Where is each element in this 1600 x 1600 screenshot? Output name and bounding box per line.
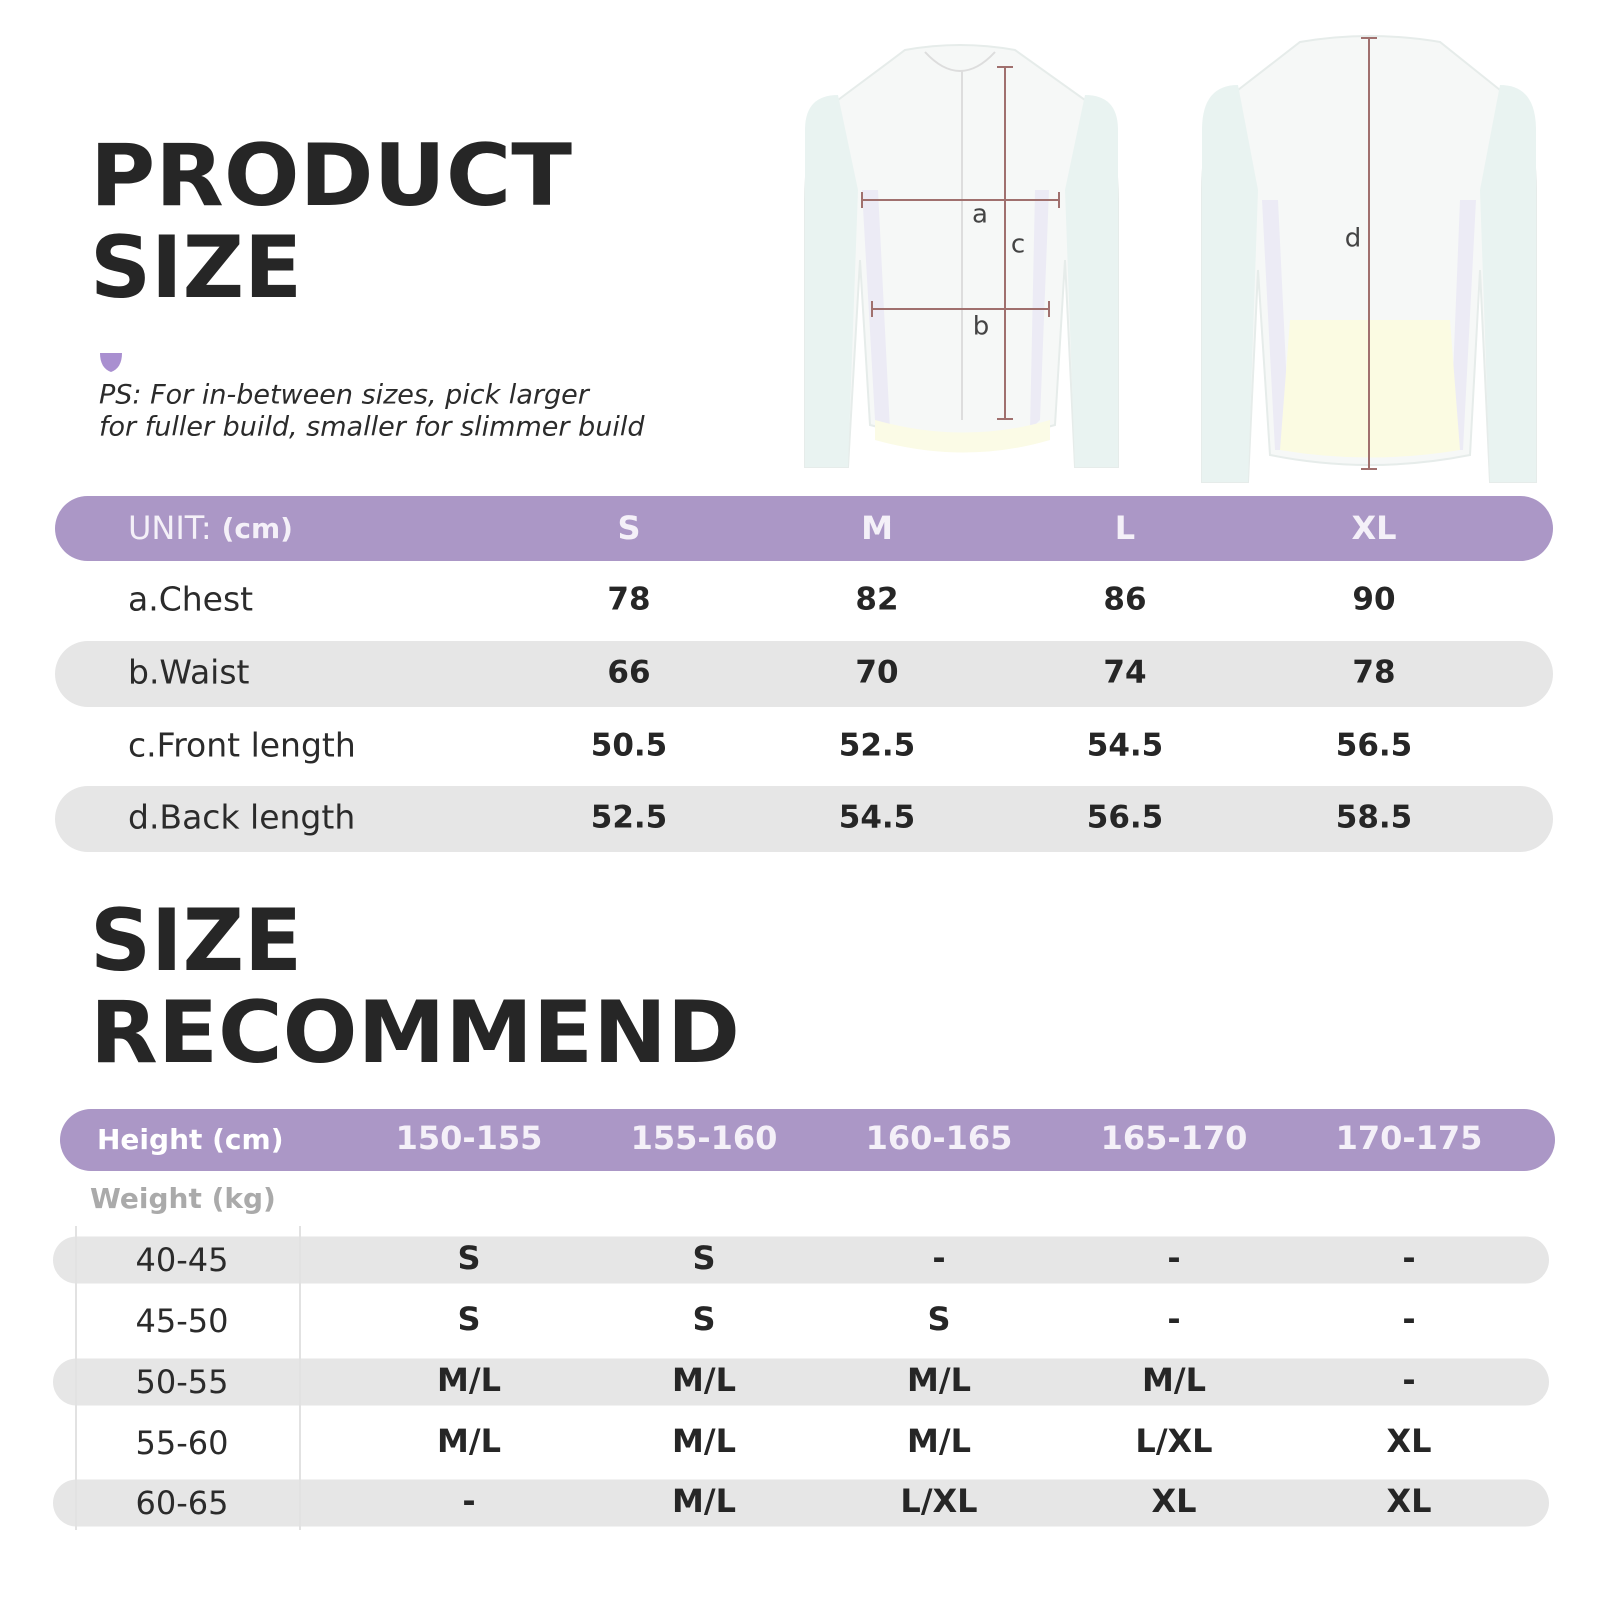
height-header: 165-170 [1101, 1119, 1248, 1157]
size-cell: S [457, 1239, 480, 1277]
note-icon [100, 353, 122, 372]
height-header: 160-165 [866, 1119, 1013, 1157]
size-value: 54.5 [839, 800, 916, 836]
size-value: 58.5 [1336, 800, 1413, 836]
measure-label: c [1011, 230, 1025, 260]
size-header: M [861, 509, 893, 547]
size-cell: L/XL [900, 1482, 977, 1520]
weight-label: Weight (kg) [90, 1182, 276, 1215]
row-label: c.Front length [128, 726, 356, 765]
size-header: L [1115, 509, 1135, 547]
size-cell: - [462, 1482, 475, 1520]
height-header: 150-155 [396, 1119, 543, 1157]
header-bar [60, 1109, 1555, 1171]
size-cell: S [692, 1239, 715, 1277]
size-value: 74 [1103, 655, 1146, 691]
tables: UNIT: (cm) S M L XL a.Chest 78 82 86 90 b.Waist 66 70… [53, 496, 1555, 1530]
size-cell: M/L [907, 1361, 971, 1399]
size-cell: M/L [1142, 1361, 1206, 1399]
size-cell: - [1167, 1300, 1180, 1338]
weight-value: 60-65 [136, 1484, 229, 1522]
row-band [55, 641, 1553, 707]
measure-lines [861, 37, 1377, 470]
size-header: XL [1351, 509, 1396, 547]
size-cell: XL [1386, 1422, 1431, 1460]
row-band [53, 1358, 1549, 1406]
size-cell: XL [1386, 1482, 1431, 1520]
size-cell: L/XL [1135, 1422, 1212, 1460]
unit-header: UNIT: (cm) [128, 509, 293, 547]
size-cell: - [1402, 1361, 1415, 1399]
measure-label: a [972, 200, 988, 230]
size-value: 90 [1352, 582, 1395, 618]
size-cell: M/L [437, 1361, 501, 1399]
height-header: 170-175 [1336, 1119, 1483, 1157]
measure-label: d [1345, 224, 1362, 254]
weight-value: 50-55 [136, 1363, 229, 1401]
height-header: 155-160 [631, 1119, 778, 1157]
size-cell: - [1402, 1300, 1415, 1338]
row-band [53, 1479, 1549, 1527]
size-cell: - [1402, 1239, 1415, 1277]
weight-value: 40-45 [136, 1241, 229, 1279]
size-value: 82 [855, 582, 898, 618]
note-line: PS: For in-between sizes, pick larger [99, 380, 591, 411]
weight-value: 45-50 [136, 1302, 229, 1340]
section-title: SIZE [90, 218, 302, 318]
size-cell: M/L [672, 1482, 736, 1520]
note-line: for fuller build, smaller for slimmer bu… [99, 412, 645, 443]
size-cell: M/L [672, 1422, 736, 1460]
section-title: SIZE [90, 891, 302, 991]
measure-label: b [973, 312, 990, 342]
height-label: Height (cm) [97, 1123, 284, 1156]
size-cell: - [932, 1239, 945, 1277]
size-cell: XL [1151, 1482, 1196, 1520]
row-label: b.Waist [128, 653, 250, 692]
row-label: a.Chest [128, 580, 253, 619]
size-cell: - [1167, 1239, 1180, 1277]
size-value: 54.5 [1087, 728, 1164, 764]
front-jersey [804, 44, 1119, 468]
size-value: 52.5 [591, 800, 668, 836]
size-cell: M/L [672, 1361, 736, 1399]
header-bar [55, 496, 1553, 561]
size-value: 78 [1352, 655, 1395, 691]
row-label: d.Back length [128, 798, 355, 837]
size-cell: S [692, 1300, 715, 1338]
row-band [55, 786, 1553, 852]
size-value: 50.5 [591, 728, 668, 764]
size-value: 56.5 [1087, 800, 1164, 836]
size-cell: M/L [907, 1422, 971, 1460]
size-cell: M/L [437, 1422, 501, 1460]
size-cell: S [927, 1300, 950, 1338]
unit-value: (cm) [222, 512, 293, 545]
size-cell: S [457, 1300, 480, 1338]
size-header: S [617, 509, 640, 547]
weight-value: 55-60 [136, 1424, 229, 1462]
unit-label: UNIT: [128, 509, 212, 547]
size-value: 86 [1103, 582, 1146, 618]
size-value: 78 [607, 582, 650, 618]
size-value: 70 [855, 655, 898, 691]
section-title: PRODUCT [90, 126, 572, 226]
size-value: 56.5 [1336, 728, 1413, 764]
section-title: RECOMMEND [90, 983, 740, 1083]
row-band [53, 1236, 1549, 1284]
size-value: 66 [607, 655, 650, 691]
size-value: 52.5 [839, 728, 916, 764]
